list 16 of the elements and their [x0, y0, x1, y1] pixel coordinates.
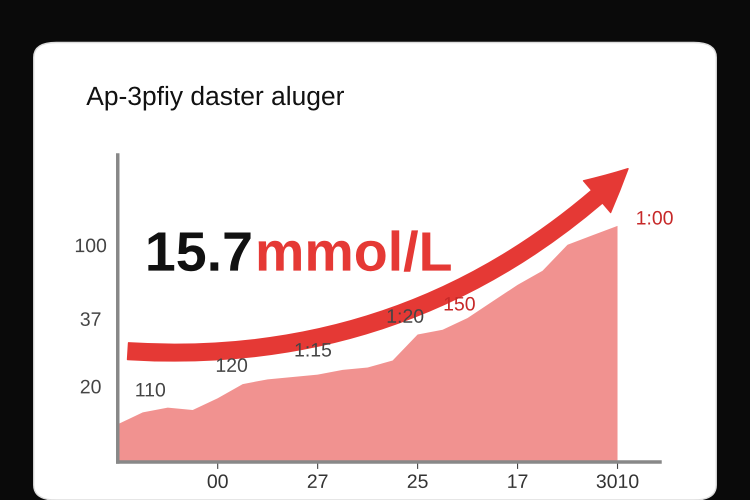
annotation: 110 [136, 382, 166, 397]
text: 20 [80, 380, 101, 394]
chart-title: Ap-3pfiy daster aluger [86, 86, 344, 110]
x-tick-label: 17 [508, 474, 528, 488]
text: 1:00 [637, 210, 673, 225]
annotation: 15.7 [148, 232, 251, 272]
annotation: 100 [76, 238, 106, 252]
x-tick-label: 27 [308, 474, 328, 488]
x-tick-label: 00 [208, 474, 228, 488]
x-tick-label: 25 [408, 474, 428, 488]
annotation: 1:20 [388, 309, 424, 323]
annotation: 120 [216, 358, 248, 372]
text: 37 [80, 312, 100, 326]
annotation: 1:15 [296, 343, 332, 357]
annotation: mmol/L [258, 230, 451, 272]
x-tick-label: 3010 [596, 474, 638, 488]
